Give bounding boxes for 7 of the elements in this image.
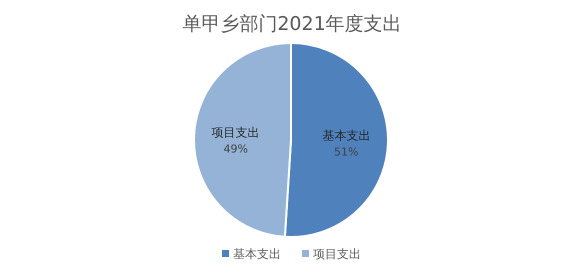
legend-label: 项目支出 xyxy=(313,247,361,261)
data-label: 49% xyxy=(224,142,248,156)
data-label: 51% xyxy=(334,146,358,159)
chart-title: 单甲乡部门2021年度支出 xyxy=(182,13,402,35)
slice-label: 项目支出 xyxy=(212,125,260,140)
slice-label: 基本支出 xyxy=(322,128,370,143)
legend-label: 基本支出 xyxy=(233,247,281,261)
